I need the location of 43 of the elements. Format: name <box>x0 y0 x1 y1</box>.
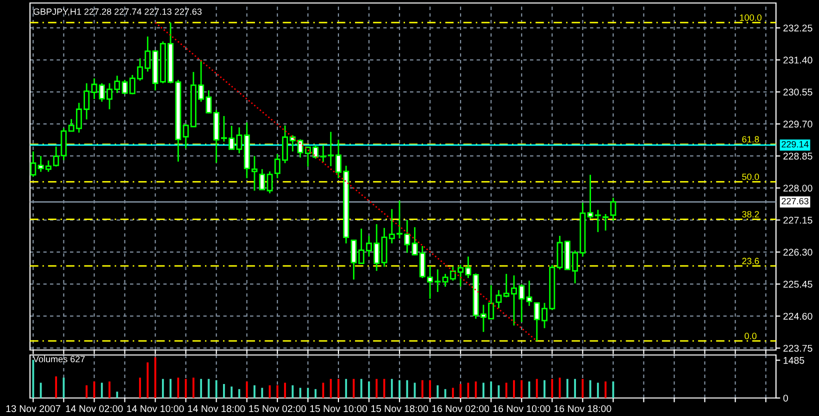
candlestick <box>610 197 616 222</box>
y-tick-label: 226.30 <box>783 248 812 256</box>
x-tick-label: 15 Nov 10:00 <box>310 405 367 412</box>
y-tick-label: 232.25 <box>783 24 812 32</box>
x-tick-label: 15 Nov 18:00 <box>371 405 428 412</box>
annotation: 50.0 <box>742 174 759 180</box>
x-tick-label: 14 Nov 02:00 <box>66 405 123 412</box>
y-tick-label: 230.55 <box>783 88 812 96</box>
candlestick <box>412 226 418 256</box>
candlestick <box>526 280 532 307</box>
candlestick <box>602 213 609 232</box>
y-tick-label: 224.60 <box>783 312 812 320</box>
ref-line-label: 227.63 <box>782 198 808 204</box>
candlestick <box>259 168 266 191</box>
x-tick-label: 16 Nov 18:00 <box>554 405 612 412</box>
candlestick <box>30 150 36 178</box>
candlestick <box>350 240 357 280</box>
y-tick-label: 231.40 <box>783 56 812 64</box>
annotation: 0.0 <box>744 332 756 340</box>
y-tick-label: 225.45 <box>783 280 812 288</box>
annotation: 23.6 <box>742 258 759 264</box>
y-tick-label: 223.75 <box>783 344 812 352</box>
x-tick-label: 14 Nov 18:00 <box>188 405 245 412</box>
candlestick <box>236 126 242 154</box>
x-tick-label: 16 Nov 02:00 <box>432 405 490 412</box>
text: GBPJPY,H1 227.28 227.74 227.13 227.63 <box>33 8 202 16</box>
candlestick <box>122 79 128 95</box>
annotation: 38.2 <box>742 211 759 218</box>
annotation: 100.0 <box>740 14 762 21</box>
y-tick-label: 227.15 <box>783 216 812 224</box>
y-tick-label: 0 <box>783 394 788 402</box>
y-tick-label: 1485 <box>784 356 804 364</box>
y-tick-label: 228.00 <box>783 184 812 192</box>
ref-line-label: 229.14 <box>782 141 809 148</box>
y-tick-label: 229.70 <box>783 120 812 128</box>
x-tick-label: 16 Nov 10:00 <box>493 405 550 412</box>
x-tick-label: 14 Nov 10:00 <box>127 405 184 412</box>
x-tick-label: 13 Nov 2007 <box>6 405 60 412</box>
annotation: 61.8 <box>742 136 759 142</box>
chart-title: Volumes 627 <box>33 356 85 362</box>
y-tick-label: 228.85 <box>783 152 812 160</box>
candlestick <box>266 170 273 194</box>
x-tick-label: 15 Nov 02:00 <box>249 405 306 412</box>
